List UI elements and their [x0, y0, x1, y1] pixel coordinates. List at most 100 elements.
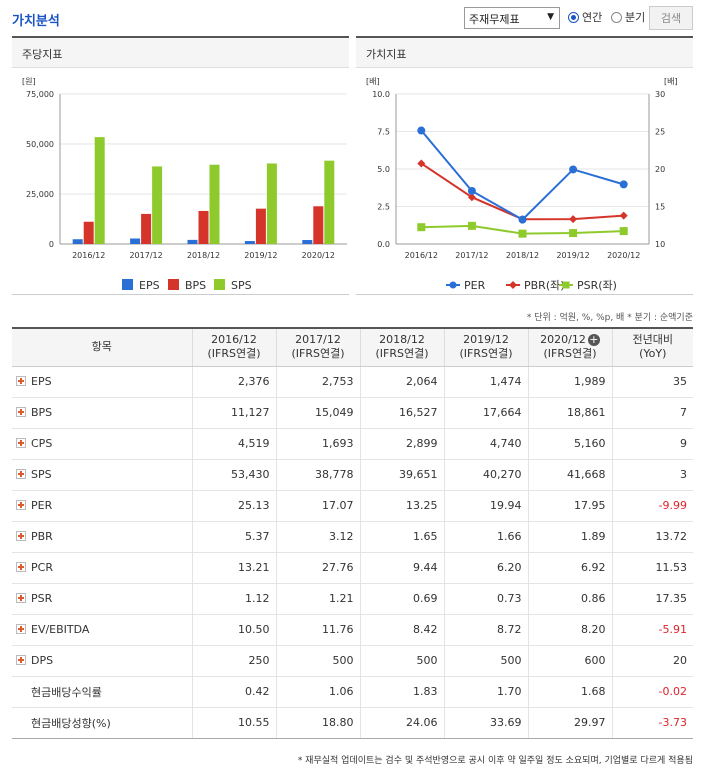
table-cell: 29.97 [527, 707, 612, 739]
legend-label: PER [464, 279, 486, 292]
bar-bps [83, 221, 94, 244]
legend-item-eps: EPS [122, 279, 160, 292]
table-cell: 11.76 [275, 614, 360, 646]
bar-eps [302, 240, 313, 244]
plus-circle-icon[interactable]: + [587, 333, 600, 347]
bar-eps [187, 239, 198, 244]
header-period: 2020/12 + (IFRS연결) [527, 327, 612, 367]
expand-plus-icon[interactable] [16, 500, 26, 510]
yoy-cell: 7 [611, 397, 693, 429]
yoy-cell: 13.72 [611, 521, 693, 553]
header-item: 항목 [12, 327, 192, 367]
x-tick-label: 2020/12 [302, 251, 335, 260]
point-per [417, 126, 426, 135]
radio-quarter[interactable]: 분기 [611, 9, 645, 25]
legend-swatch [122, 279, 133, 290]
table-cell: 8.72 [443, 614, 528, 646]
table-row: CPS 4,519 1,693 2,899 4,740 5,160 9 [12, 428, 693, 460]
row-label[interactable]: EV/EBITDA [12, 614, 192, 646]
table-cell: 10.55 [191, 707, 276, 739]
legend-item-bps: BPS [168, 279, 206, 292]
table-cell: 1.70 [443, 676, 528, 708]
row-label[interactable]: CPS [12, 428, 192, 460]
row-label[interactable]: EPS [12, 366, 192, 398]
expand-plus-icon[interactable] [16, 531, 26, 541]
table-row: PCR 13.21 27.76 9.44 6.20 6.92 11.53 [12, 552, 693, 584]
x-tick-label: 2016/12 [72, 251, 105, 260]
table-cell: 19.94 [443, 490, 528, 522]
point-pbr [619, 211, 628, 220]
valuation-chart-title: 가치지표 [356, 38, 693, 68]
row-label[interactable]: PER [12, 490, 192, 522]
table-cell: 2,064 [359, 366, 444, 398]
point-pbr [467, 193, 476, 202]
table-cell: 500 [443, 645, 528, 677]
left-tick-label: 5.0 [377, 165, 390, 174]
expand-plus-icon[interactable] [16, 624, 26, 634]
bar-bps [198, 210, 209, 244]
header-period: 2019/12 (IFRS연결) [443, 327, 528, 367]
table-cell: 2,753 [275, 366, 360, 398]
legend-swatch [214, 279, 225, 290]
expand-plus-icon[interactable] [16, 469, 26, 479]
statement-type-select[interactable]: 주재무제표 ▼ [464, 7, 560, 29]
expand-plus-icon[interactable] [16, 655, 26, 665]
row-label[interactable]: PSR [12, 583, 192, 615]
footnote: * 재무실적 업데이트는 검수 및 주석반영으로 공시 이후 약 일주일 정도 … [297, 756, 693, 766]
table-cell: 500 [359, 645, 444, 677]
table-row: BPS 11,127 15,049 16,527 17,664 18,861 7 [12, 397, 693, 429]
radio-annual[interactable]: 연간 [568, 9, 602, 25]
yoy-cell: 3 [611, 459, 693, 491]
row-label[interactable]: PCR [12, 552, 192, 584]
y-axis-unit: [원] [22, 77, 36, 86]
table-cell: 8.20 [527, 614, 612, 646]
yoy-cell: -5.91 [611, 614, 693, 646]
series-line-pbr [420, 162, 624, 221]
point-psr [518, 229, 527, 238]
x-tick-label: 2017/12 [129, 251, 162, 260]
table-cell: 2,376 [191, 366, 276, 398]
row-label[interactable]: PBR [12, 521, 192, 553]
right-axis-unit: [배] [664, 77, 678, 86]
bar-eps [130, 238, 141, 244]
table-cell: 0.73 [443, 583, 528, 615]
row-label[interactable]: DPS [12, 645, 192, 677]
unit-note: * 단위 : 억원, %, %p, 배 * 분기 : 순액기준 [526, 313, 693, 323]
table-cell: 17,664 [443, 397, 528, 429]
table-cell: 24.06 [359, 707, 444, 739]
expand-plus-icon[interactable] [16, 562, 26, 572]
row-label[interactable]: SPS [12, 459, 192, 491]
table-cell: 1.21 [275, 583, 360, 615]
x-tick-label: 2018/12 [506, 251, 539, 260]
valuation-table: 항목 2016/12 (IFRS연결) 2017/12 (IFRS연결) 2018/12(… [12, 327, 693, 739]
table-cell: 3.12 [275, 521, 360, 553]
right-tick-label: 10 [655, 240, 665, 249]
table-row: DPS 250 500 500 500 600 20 [12, 645, 693, 677]
point-psr [467, 221, 476, 230]
expand-plus-icon[interactable] [16, 376, 26, 386]
yoy-cell: 20 [611, 645, 693, 677]
table-cell: 53,430 [191, 459, 276, 491]
legend-marker [449, 281, 457, 289]
table-cell: 5.37 [191, 521, 276, 553]
table-cell: 1.65 [359, 521, 444, 553]
expand-plus-icon[interactable] [16, 407, 26, 417]
row-label[interactable]: BPS [12, 397, 192, 429]
expand-plus-icon[interactable] [16, 438, 26, 448]
y-tick-label: 75,000 [26, 90, 54, 99]
search-button[interactable]: 검색 [649, 6, 693, 30]
x-tick-label: 2019/12 [556, 251, 589, 260]
table-body: EPS 2,376 2,753 2,064 1,474 1,989 35 BPS 11,127 1… [12, 366, 693, 739]
x-tick-label: 2020/12 [607, 251, 640, 260]
table-row: SPS 53,430 38,778 39,651 40,270 41,668 3 [12, 459, 693, 491]
table-cell: 38,778 [275, 459, 360, 491]
expand-plus-icon[interactable] [16, 593, 26, 603]
legend-label: PBR(좌) [524, 279, 565, 292]
legend-label: SPS [231, 279, 252, 292]
yoy-cell: -0.02 [611, 676, 693, 708]
bar-bps [313, 206, 324, 244]
row-label: 현금배당성향(%) [12, 707, 192, 739]
table-cell: 41,668 [527, 459, 612, 491]
bar-sps [324, 160, 335, 244]
table-cell: 9.44 [359, 552, 444, 584]
